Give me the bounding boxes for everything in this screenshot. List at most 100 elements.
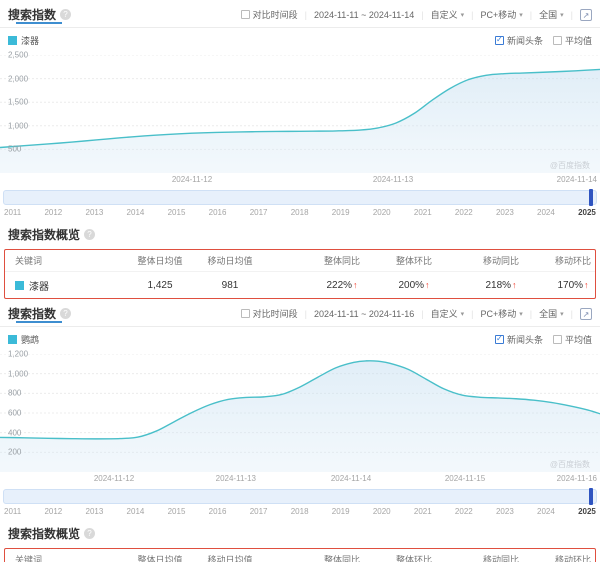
year-label[interactable]: 2025 — [578, 208, 596, 217]
overview-title: 搜索指数概览 — [8, 228, 81, 242]
x-axis-tick: 2024-11-13 — [372, 175, 414, 184]
year-label[interactable]: 2022 — [454, 208, 473, 217]
news-headlines-toggle[interactable]: 新闻头条 — [494, 333, 543, 346]
compare-period-checkbox[interactable]: 对比时间段 — [240, 8, 298, 21]
y-axis-tick: 200 — [8, 447, 22, 457]
export-icon[interactable]: ↗ — [580, 8, 592, 21]
year-label[interactable]: 2015 — [167, 507, 186, 516]
year-label[interactable]: 2016 — [208, 507, 227, 516]
year-label[interactable]: 2018 — [290, 507, 309, 516]
col-overall-mom: 整体环比 — [395, 256, 432, 266]
year-label[interactable]: 2021 — [413, 507, 432, 516]
year-label[interactable]: 2024 — [537, 208, 555, 217]
table-row[interactable]: 漆器 1,425 981 222%↑ 200%↑ 218%↑ 170%↑ — [5, 272, 595, 298]
year-label[interactable]: 2025 — [578, 507, 596, 516]
year-label[interactable]: 2014 — [126, 208, 145, 217]
compare-period-checkbox[interactable]: 对比时间段 — [240, 307, 298, 320]
news-headlines-toggle[interactable]: 新闻头条 — [494, 34, 543, 47]
year-label[interactable]: 2013 — [85, 507, 104, 516]
checkbox-checked-icon[interactable] — [494, 35, 504, 45]
year-label[interactable]: 2012 — [44, 507, 63, 516]
custom-range-dropdown[interactable]: 自定义 ▾ — [431, 8, 465, 21]
year-label[interactable]: 2013 — [85, 208, 104, 217]
year-label[interactable]: 2016 — [208, 208, 227, 217]
compare-period-label: 对比时间段 — [252, 10, 298, 20]
active-tab-indicator — [16, 321, 62, 323]
chevron-down-icon: ▾ — [560, 11, 564, 19]
year-axis: 2011 2012 2013 2014 2015 2016 2017 2018 2019 2020… — [4, 208, 596, 217]
year-label[interactable]: 2017 — [249, 507, 268, 516]
slider-handle[interactable] — [589, 488, 593, 505]
col-mobile-yoy: 移动同比 — [482, 256, 519, 266]
year-label[interactable]: 2018 — [290, 208, 309, 217]
year-label[interactable]: 2011 — [4, 208, 22, 217]
y-axis-tick: 800 — [8, 388, 22, 398]
year-label[interactable]: 2020 — [372, 208, 391, 217]
year-label[interactable]: 2017 — [249, 208, 268, 217]
year-label[interactable]: 2022 — [454, 507, 473, 516]
divider: | — [421, 308, 424, 319]
year-label[interactable]: 2019 — [331, 208, 350, 217]
info-icon[interactable]: ? — [60, 308, 72, 319]
y-axis-tick: 2,500 — [8, 50, 29, 60]
overview-table: 关键词 整体日均值 移动日均值 整体同比 整体环比 移动同比 移动环比 鹦鹉 6… — [4, 548, 596, 562]
custom-range-label: 自定义 — [430, 10, 458, 20]
year-label[interactable]: 2024 — [537, 507, 555, 516]
device-dropdown[interactable]: PC+移动 ▾ — [481, 8, 523, 21]
device-dropdown[interactable]: PC+移动 ▾ — [481, 307, 523, 320]
region-dropdown[interactable]: 全国 ▾ — [539, 8, 564, 21]
up-arrow-icon: ↑ — [512, 279, 517, 290]
year-label[interactable]: 2023 — [495, 208, 514, 217]
time-range-slider[interactable] — [3, 488, 597, 505]
time-range-slider[interactable] — [3, 189, 597, 206]
year-label[interactable]: 2011 — [4, 507, 22, 516]
x-axis-tick: 2024-11-16 — [556, 474, 597, 483]
average-toggle[interactable]: 平均值 — [552, 333, 592, 346]
y-axis-tick: 1,200 — [8, 349, 29, 359]
year-label[interactable]: 2014 — [126, 507, 145, 516]
table-header-row: 关键词 整体日均值 移动日均值 整体同比 整体环比 移动同比 移动环比 — [5, 549, 595, 562]
checkbox-checked-icon[interactable] — [494, 334, 504, 344]
col-mobile-mom: 移动环比 — [554, 555, 591, 562]
year-label[interactable]: 2019 — [331, 507, 350, 516]
average-toggle[interactable]: 平均值 — [552, 34, 592, 47]
y-axis-tick: 600 — [8, 408, 22, 418]
info-icon[interactable]: ? — [60, 9, 72, 20]
checkbox-icon[interactable] — [552, 36, 562, 45]
region-dropdown[interactable]: 全国 ▾ — [539, 307, 564, 320]
overall-mom-cell: 200%↑ — [398, 279, 430, 291]
trend-chart[interactable]: @百度指数 1,200 1,000 800 600 400 200 — [0, 350, 600, 472]
year-label[interactable]: 2015 — [167, 208, 186, 217]
year-label[interactable]: 2023 — [495, 507, 514, 516]
trend-chart[interactable]: @百度指数 2,500 2,000 1,500 1,000 500 — [0, 51, 600, 173]
line-chart-svg — [0, 55, 600, 173]
checkbox-icon[interactable] — [240, 309, 250, 318]
date-range-value: 2024-11-11 ~ 2024-11-14 — [313, 9, 415, 20]
chevron-down-icon: ▾ — [460, 310, 465, 318]
info-icon[interactable]: ? — [84, 229, 96, 240]
date-range-picker[interactable]: 2024-11-11 ~ 2024-11-16 — [314, 309, 414, 319]
custom-range-dropdown[interactable]: 自定义 ▾ — [431, 307, 465, 320]
checkbox-icon[interactable] — [240, 10, 250, 19]
slider-handle[interactable] — [589, 189, 593, 206]
year-label[interactable]: 2012 — [44, 208, 63, 217]
col-overall-daily: 整体日均值 — [137, 555, 183, 562]
date-range-picker[interactable]: 2024-11-11 ~ 2024-11-14 — [314, 10, 414, 20]
chevron-down-icon: ▾ — [519, 11, 523, 19]
year-label[interactable]: 2020 — [372, 507, 391, 516]
y-axis-tick: 1,500 — [8, 97, 29, 107]
info-icon[interactable]: ? — [84, 528, 96, 539]
watermark: @百度指数 — [549, 161, 590, 170]
col-overall-yoy: 整体同比 — [323, 555, 360, 562]
mobile-yoy-cell: 218%↑ — [485, 279, 517, 291]
x-axis-labels: 2024-11-12 2024-11-13 2024-11-14 2024-11-15… — [0, 472, 600, 485]
legend-color-swatch — [8, 36, 17, 45]
year-label[interactable]: 2021 — [413, 208, 432, 217]
overview-title: 搜索指数概览 — [8, 527, 81, 541]
export-icon[interactable]: ↗ — [580, 307, 592, 320]
divider: | — [529, 9, 533, 20]
checkbox-icon[interactable] — [552, 335, 562, 344]
divider: | — [570, 308, 573, 319]
x-axis-tick: 2024-11-12 — [93, 474, 135, 483]
